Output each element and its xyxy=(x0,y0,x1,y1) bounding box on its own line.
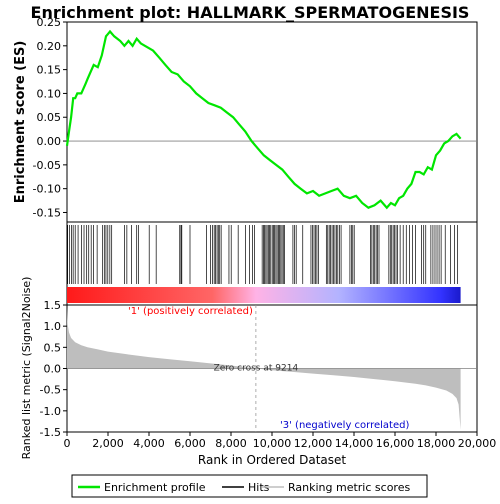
legend-box xyxy=(71,474,428,498)
legend-enrichment-label: Enrichment profile xyxy=(104,481,206,494)
enrichment-y-tick-label: 0.25 xyxy=(37,16,62,29)
enrichment-plot-frame xyxy=(66,21,478,223)
legend: Enrichment profile Hits Ranking metric s… xyxy=(71,474,428,498)
legend-metric-label: Ranking metric scores xyxy=(288,481,410,494)
x-tick-label: 10,000 xyxy=(253,437,292,450)
zero-cross-label: Zero cross at 9214 xyxy=(214,364,299,374)
enrichment-y-tick-label: -0.15 xyxy=(33,206,61,219)
x-tick-label: 0 xyxy=(64,437,71,450)
enrichment-panel: -0.15-0.10-0.050.000.050.100.150.200.25 … xyxy=(13,16,478,223)
enrichment-y-tick-label: 0.05 xyxy=(37,111,62,124)
x-tick-label: 4,000 xyxy=(133,437,165,450)
metric-y-axis-label: Ranked list metric (Signal2Noise) xyxy=(20,277,33,460)
metric-y-tick-label: 0.0 xyxy=(44,363,62,376)
metric-y-tick-label: 1.0 xyxy=(44,320,62,333)
metric-y-ticks: -1.5 -1.0 -0.5 0.0 0.5 1.0 1.5 xyxy=(40,299,67,439)
enrichment-y-tick-label: -0.05 xyxy=(33,159,61,172)
enrichment-y-tick-label: 0.10 xyxy=(37,87,62,100)
enrichment-y-tick-label: 0.15 xyxy=(37,64,62,77)
enrichment-y-tick-label: 0.20 xyxy=(37,40,62,53)
ranked-list-color-bar xyxy=(67,287,461,303)
ranked-metric-panel: Zero cross at 9214 '1' (positively corre… xyxy=(20,277,496,467)
metric-y-tick-label: 0.5 xyxy=(44,341,62,354)
hit-marks xyxy=(67,225,458,284)
x-tick-label: 2,000 xyxy=(92,437,124,450)
x-tick-label: 6,000 xyxy=(174,437,206,450)
hits-panel xyxy=(66,221,478,306)
legend-hits-label: Hits xyxy=(248,481,270,494)
enrichment-y-axis-label: Enrichment score (ES) xyxy=(13,41,28,204)
enrichment-y-tick-label: 0.00 xyxy=(37,135,62,148)
chart-title: Enrichment plot: HALLMARK_SPERMATOGENESI… xyxy=(31,3,470,22)
x-tick-label: 18,000 xyxy=(417,437,456,450)
x-axis-label: Rank in Ordered Dataset xyxy=(198,453,346,467)
x-tick-label: 20,000 xyxy=(458,437,497,450)
metric-y-tick-label: -1.0 xyxy=(40,405,61,418)
x-tick-label: 16,000 xyxy=(376,437,415,450)
x-tick-label: 14,000 xyxy=(335,437,374,450)
metric-y-tick-label: 1.5 xyxy=(44,299,62,312)
enrichment-profile-line xyxy=(65,29,462,210)
negative-correlation-label: '3' (negatively correlated) xyxy=(280,420,409,431)
metric-y-tick-label: -0.5 xyxy=(40,384,61,397)
x-tick-label: 8,000 xyxy=(215,437,247,450)
enrichment-y-ticks: -0.15 -0.10 -0.05 0.00 0.05 0.10 0.15 0.20 0.25 xyxy=(33,16,67,219)
metric-x-ticks: 0 2,000 4,000 6,000 8,000 10,000 12,000 14,000 1… xyxy=(64,432,497,450)
x-tick-label: 12,000 xyxy=(294,437,333,450)
positive-correlation-label: '1' (positively correlated) xyxy=(128,306,253,317)
metric-y-tick-label: -1.5 xyxy=(40,426,61,439)
enrichment-y-tick-label: -0.10 xyxy=(33,183,61,196)
